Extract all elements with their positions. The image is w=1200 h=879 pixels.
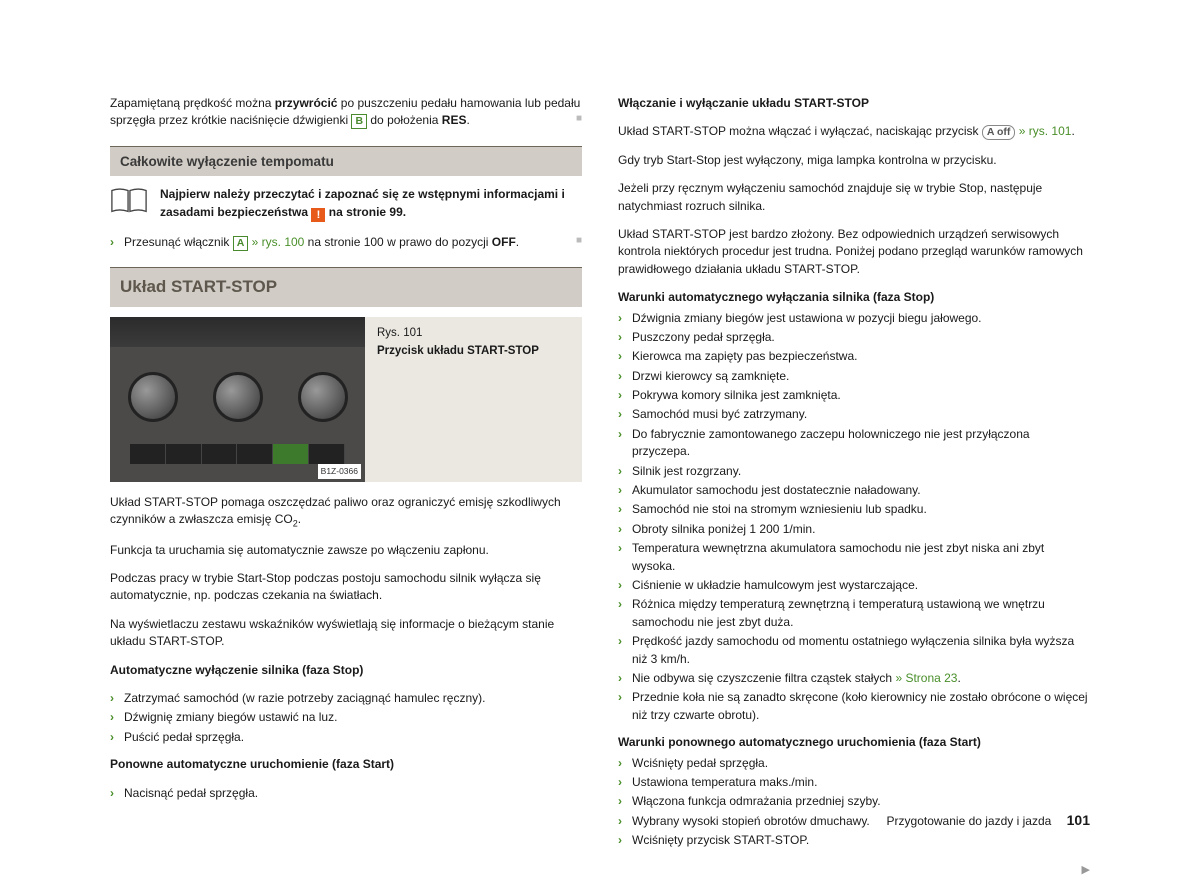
figure-101: B1Z-0366 Rys. 101 Przycisk układu START-… — [110, 317, 582, 482]
start-conditions-list: Wciśnięty pedał sprzęgła. Ustawiona tempe… — [618, 755, 1090, 850]
section-end-marker: ■ — [576, 234, 582, 249]
list-item: Kierowca ma zapięty pas bezpieczeństwa. — [618, 348, 1090, 365]
list-item: Drzwi kierowcy są zamknięte. — [618, 368, 1090, 385]
page-content: Zapamiętaną prędkość można przywrócić po… — [110, 95, 1090, 879]
list-item: Puszczony pedał sprzęgła. — [618, 329, 1090, 346]
figure-image: B1Z-0366 — [110, 317, 365, 482]
list-item: Nie odbywa się czyszczenie filtra cząste… — [618, 670, 1090, 687]
badge-a: A — [233, 236, 249, 251]
fig-ref-link[interactable]: » rys. 101 — [1015, 124, 1071, 138]
list-item: Dźwignia zmiany biegów jest ustawiona w … — [618, 310, 1090, 327]
fig-ref-link[interactable]: » rys. 100 — [248, 235, 304, 249]
list-item: Ustawiona temperatura maks./min. — [618, 774, 1090, 791]
page-number: 101 — [1067, 812, 1090, 828]
page-footer: Przygotowanie do jazdy i jazda 101 — [887, 810, 1090, 830]
subheading-toggle: Włączanie i wyłączanie układu START-STOP — [618, 95, 1090, 112]
stop-phase-list: Zatrzymać samochód (w razie potrzeby zac… — [110, 690, 582, 746]
heading-start-stop: Układ START-STOP — [110, 267, 582, 307]
list-item: Przednie koła nie są zanadto skręcone (k… — [618, 689, 1090, 724]
list-item: Temperatura wewnętrzna akumulatora samoc… — [618, 540, 1090, 575]
stop-conditions-list: Dźwignia zmiany biegów jest ustawiona w … — [618, 310, 1090, 725]
warn-icon: ! — [311, 208, 325, 222]
list-item: Prędkość jazdy samochodu od momentu osta… — [618, 633, 1090, 668]
figure-code: B1Z-0366 — [318, 464, 361, 478]
body-paragraph: Jeżeli przy ręcznym wyłączeniu samochód … — [618, 180, 1090, 215]
subheading-stop-conditions: Warunki automatycznego wyłączania silnik… — [618, 289, 1090, 306]
list-item: Puścić pedał sprzęgła. — [110, 729, 582, 746]
list-item: Nacisnąć pedał sprzęgła. — [110, 785, 582, 802]
start-phase-list: Nacisnąć pedał sprzęgła. — [110, 785, 582, 802]
body-paragraph: Podczas pracy w trybie Start-Stop podcza… — [110, 570, 582, 605]
body-paragraph: Układ START-STOP można włączać i wyłącza… — [618, 123, 1090, 140]
left-column: Zapamiętaną prędkość można przywrócić po… — [110, 95, 582, 879]
list-item: Pokrywa komory silnika jest zamknięta. — [618, 387, 1090, 404]
footer-section: Przygotowanie do jazdy i jazda — [887, 814, 1052, 828]
page-ref-link[interactable]: » Strona 23 — [895, 671, 957, 685]
heading-cruise-off: Całkowite wyłączenie tempomatu — [110, 146, 582, 177]
right-column: Włączanie i wyłączanie układu START-STOP… — [618, 95, 1090, 879]
list-item: Wciśnięty przycisk START-STOP. — [618, 832, 1090, 849]
list-item: Przesunąć włącznik A » rys. 100 na stron… — [110, 234, 582, 251]
list-item: Zatrzymać samochód (w razie potrzeby zac… — [110, 690, 582, 707]
body-paragraph: Gdy tryb Start-Stop jest wyłączony, miga… — [618, 152, 1090, 169]
start-stop-button-badge: A off — [982, 125, 1016, 140]
list-item: Samochód musi być zatrzymany. — [618, 406, 1090, 423]
body-paragraph: Na wyświetlaczu zestawu wskaźników wyświ… — [110, 616, 582, 651]
figure-caption: Rys. 101 Przycisk układu START-STOP — [365, 317, 551, 482]
subheading-start-phase: Ponowne automatyczne uruchomienie (faza … — [110, 756, 582, 773]
list-item: Różnica między temperaturą zewnętrzną i … — [618, 596, 1090, 631]
cruise-off-steps: Przesunąć włącznik A » rys. 100 na stron… — [110, 234, 582, 251]
read-first-notice: Najpierw należy przeczytać i zapoznać si… — [110, 186, 582, 221]
subheading-start-conditions: Warunki ponownego automatycznego uruchom… — [618, 734, 1090, 751]
cruise-restore-paragraph: Zapamiętaną prędkość można przywrócić po… — [110, 95, 582, 130]
subheading-stop-phase: Automatyczne wyłączenie silnika (faza St… — [110, 662, 582, 679]
list-item: Akumulator samochodu jest dostatecznie n… — [618, 482, 1090, 499]
list-item: Do fabrycznie zamontowanego zaczepu holo… — [618, 426, 1090, 461]
body-paragraph: Układ START-STOP pomaga oszczędzać paliw… — [110, 494, 582, 531]
list-item: Włączona funkcja odmrażania przedniej sz… — [618, 793, 1090, 810]
list-item: Silnik jest rozgrzany. — [618, 463, 1090, 480]
body-paragraph: Układ START-STOP jest bardzo złożony. Be… — [618, 226, 1090, 278]
book-icon — [110, 186, 148, 214]
list-item: Obroty silnika poniżej 1 200 1/min. — [618, 521, 1090, 538]
list-item: Wciśnięty pedał sprzęgła. — [618, 755, 1090, 772]
list-item: Samochód nie stoi na stromym wzniesieniu… — [618, 501, 1090, 518]
body-paragraph: Funkcja ta uruchamia się automatycznie z… — [110, 542, 582, 559]
list-item: Dźwignię zmiany biegów ustawić na luz. — [110, 709, 582, 726]
continued-indicator: ▶ — [1082, 863, 1090, 879]
badge-b: B — [351, 114, 367, 129]
list-item: Ciśnienie w układzie hamulcowym jest wys… — [618, 577, 1090, 594]
section-end-marker: ■ — [576, 112, 582, 127]
